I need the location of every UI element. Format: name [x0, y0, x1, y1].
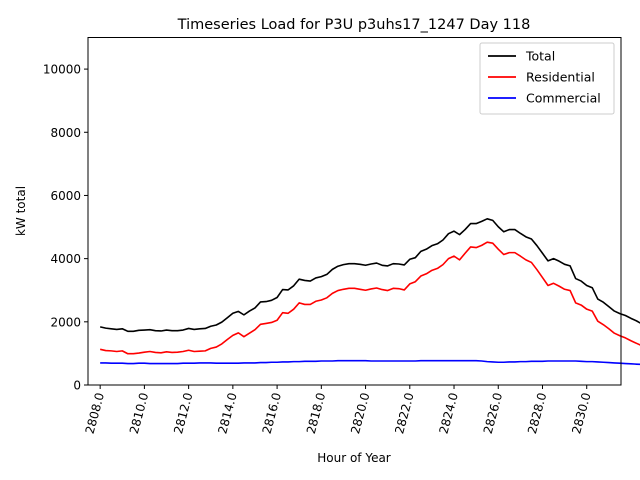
- x-tick-label: 2820.0: [348, 391, 372, 435]
- y-axis-label: kW total: [14, 186, 28, 236]
- x-axis: 2808.0 2810.0 2812.0 2814.0 2816.0 2818.0 2820…: [83, 385, 594, 435]
- y-tick-label: 6000: [50, 189, 81, 203]
- legend: Total Residential Commercial: [479, 42, 615, 115]
- legend-label-commercial: Commercial: [526, 91, 601, 106]
- legend-label-residential: Residential: [526, 70, 595, 85]
- plot-lines: [99, 218, 640, 366]
- plot-frame: [87, 37, 622, 386]
- x-tick-label: 2828.0: [525, 391, 549, 435]
- series-line-total: [99, 218, 640, 333]
- x-tick-label: 2824.0: [437, 391, 461, 435]
- y-axis: 0 2000 4000 6000 8000 10000: [43, 63, 88, 393]
- x-tick-label: 2812.0: [171, 391, 195, 435]
- y-tick-label: 8000: [50, 126, 81, 140]
- y-tick-label: 2000: [50, 315, 81, 329]
- series-line-commercial: [100, 359, 640, 366]
- x-tick-label: 2830.0: [569, 391, 593, 435]
- y-tick-label: 4000: [50, 252, 81, 266]
- x-axis-label: Hour of Year: [317, 451, 391, 465]
- y-tick-label: 10000: [43, 63, 81, 77]
- chart-title: Timeseries Load for P3U p3uhs17_1247 Day…: [177, 17, 531, 33]
- x-tick-label: 2814.0: [215, 391, 239, 435]
- x-tick-label: 2822.0: [392, 391, 416, 435]
- x-tick-label: 2808.0: [83, 391, 107, 435]
- x-tick-label: 2810.0: [127, 391, 151, 435]
- legend-label-total: Total: [525, 49, 555, 64]
- x-tick-label: 2826.0: [481, 391, 505, 435]
- legend-frame: [479, 42, 615, 115]
- x-tick-label: 2818.0: [304, 391, 328, 435]
- x-tick-label: 2816.0: [260, 391, 284, 435]
- series-line-residential: [99, 241, 640, 355]
- y-tick-label: 0: [73, 379, 81, 393]
